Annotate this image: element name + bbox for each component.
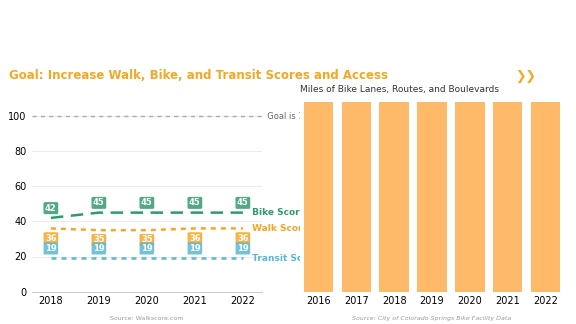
Text: 45: 45 (189, 198, 201, 207)
Text: 42: 42 (45, 203, 57, 213)
Text: Goal: Increase Walk, Bike, and Transit Scores and Access: Goal: Increase Walk, Bike, and Transit S… (9, 69, 388, 82)
Text: 19: 19 (141, 244, 153, 253)
Text: 45: 45 (93, 198, 105, 207)
Text: 45: 45 (237, 198, 249, 207)
Text: ❯❯: ❯❯ (516, 70, 536, 83)
Bar (455, 0, 484, 292)
Text: 19: 19 (45, 244, 56, 253)
Text: 36: 36 (189, 234, 200, 243)
Bar (493, 0, 522, 292)
Text: 11. Pedestrian, Cycling, and Transit Infrastructure: 11. Pedestrian, Cycling, and Transit Inf… (9, 22, 385, 35)
Text: 35: 35 (141, 236, 153, 244)
Text: Source: City of Colorado Springs Bike Facility Data: Source: City of Colorado Springs Bike Fa… (353, 316, 511, 321)
Text: 36: 36 (45, 234, 56, 243)
Text: 19: 19 (189, 244, 200, 253)
Text: Miles of Bike Lanes, Routes, and Boulevards: Miles of Bike Lanes, Routes, and Bouleva… (300, 86, 498, 95)
Text: Transit Score: Transit Score (249, 254, 319, 263)
Text: Bike Score: Bike Score (249, 208, 305, 217)
Text: 19: 19 (237, 244, 249, 253)
Bar (380, 0, 409, 292)
Text: 36: 36 (237, 234, 249, 243)
Bar (304, 0, 333, 292)
Text: Goal is 100: Goal is 100 (262, 111, 314, 121)
Text: Walk Score: Walk Score (249, 224, 308, 233)
Text: Source: Walkscore.com: Source: Walkscore.com (110, 316, 184, 321)
Bar (342, 0, 371, 292)
Text: 35: 35 (93, 236, 105, 244)
Text: 19: 19 (93, 244, 105, 253)
Bar (531, 0, 560, 292)
Bar (417, 0, 447, 292)
Text: 45: 45 (141, 198, 153, 207)
